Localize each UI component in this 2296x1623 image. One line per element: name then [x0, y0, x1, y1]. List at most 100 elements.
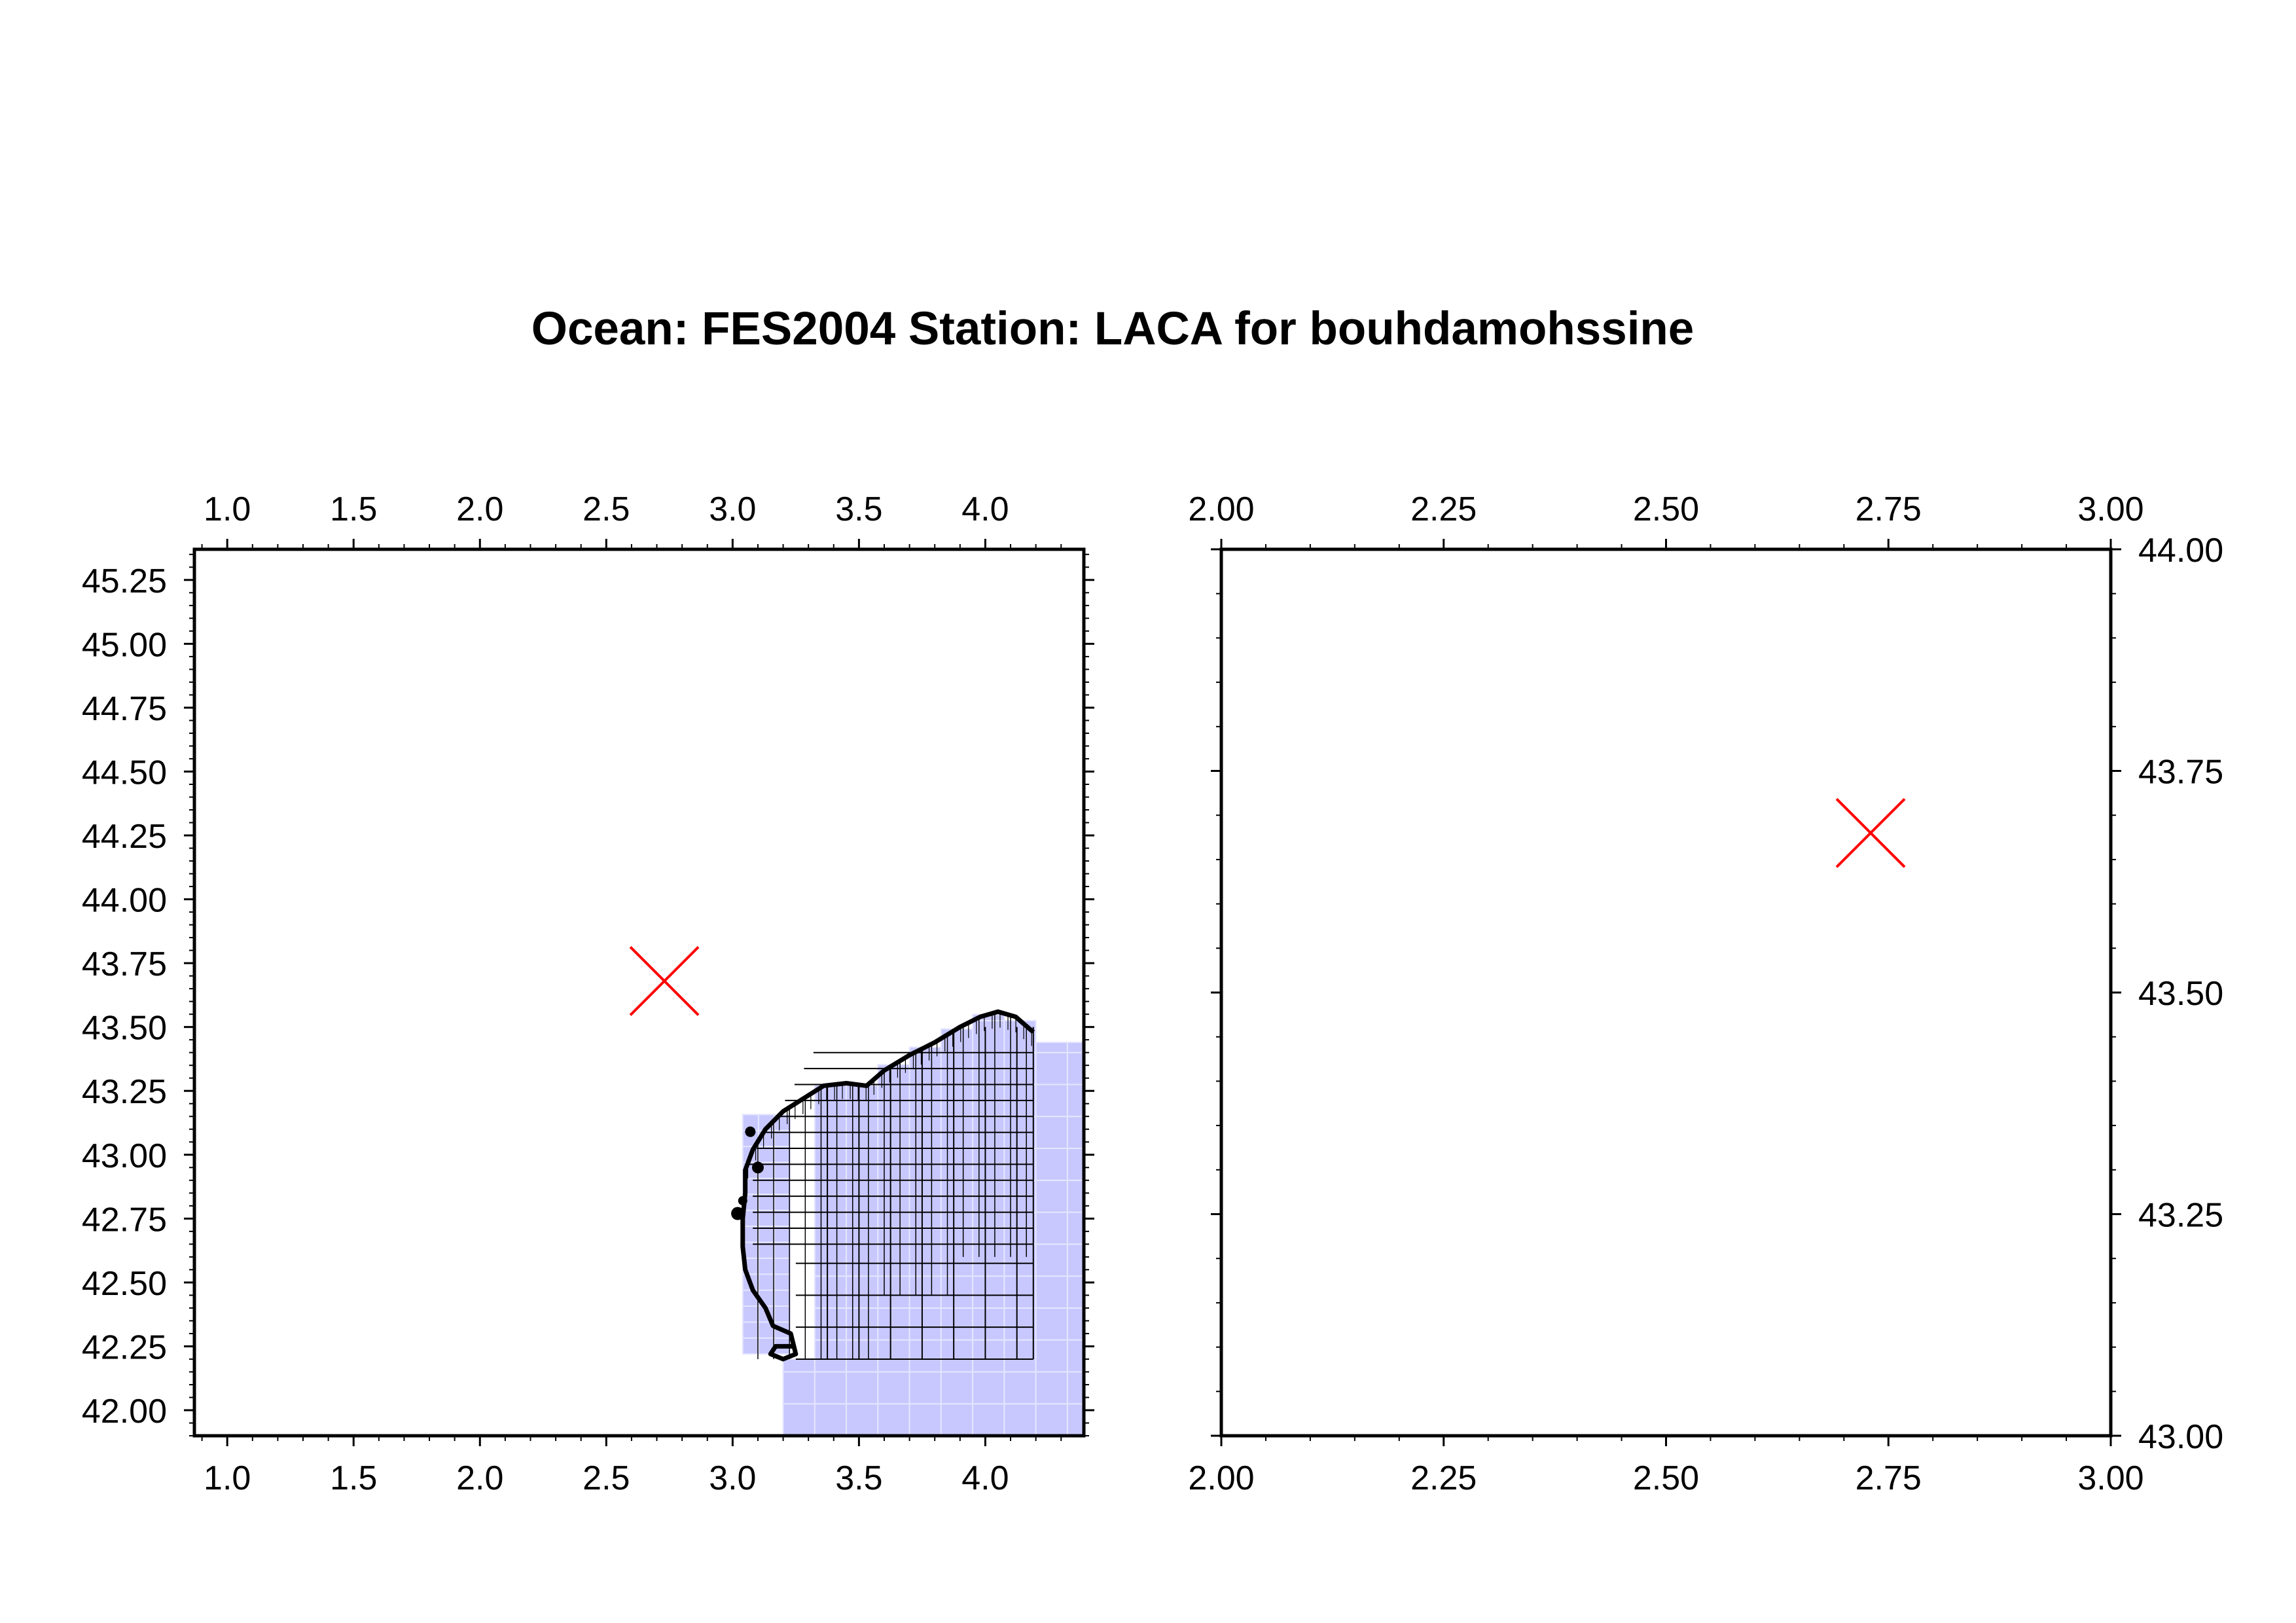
ocean-model-cell [940, 1028, 974, 1053]
ocean-model-cell [940, 1307, 974, 1341]
x-tick-label-top: 2.75 [1856, 490, 1922, 528]
ocean-model-cell [1066, 1211, 1085, 1245]
ocean-model-cell [877, 1243, 910, 1277]
ocean-model-cell [877, 1403, 910, 1437]
station-marker [629, 946, 700, 1016]
ocean-model-cell [1066, 1148, 1085, 1181]
x-tick-label-top: 3.00 [2077, 490, 2144, 528]
ocean-model-cell [782, 1403, 816, 1437]
ocean-model-cell [742, 1337, 759, 1355]
ocean-model-cell [1066, 1403, 1085, 1437]
ocean-model-cell [774, 1241, 791, 1259]
ocean-model-cell [846, 1371, 879, 1405]
ocean-model-cell [782, 1371, 816, 1405]
ocean-model-cell [1035, 1148, 1068, 1181]
y-tick-label: 42.50 [82, 1265, 167, 1303]
plot-title: Ocean: FES2004 Station: LACA for bouhdam… [531, 303, 1695, 355]
ocean-model-cell [774, 1257, 791, 1275]
ocean-model-cell [908, 1339, 942, 1373]
ocean-model-cell [1066, 1042, 1085, 1053]
y-tick-label: 43.75 [2138, 754, 2223, 792]
ocean-model-cell [814, 1403, 848, 1437]
y-tick-label: 44.25 [82, 818, 167, 856]
ocean-model-cell [1066, 1339, 1085, 1373]
ocean-model-cell [774, 1146, 791, 1163]
ocean-model-cell [814, 1275, 848, 1309]
x-tick-label-bottom: 2.75 [1856, 1459, 1922, 1497]
ocean-model-cell [1035, 1307, 1068, 1341]
ocean-model-cell [1035, 1275, 1068, 1309]
ocean-model-cell [877, 1307, 910, 1341]
ocean-model-cell [877, 1339, 910, 1373]
ocean-model-cell [908, 1243, 942, 1277]
y-tick-label: 44.00 [82, 882, 167, 920]
ocean-model-cell [1035, 1179, 1068, 1213]
ocean-model-cell [1035, 1371, 1068, 1405]
ocean-model-cell [846, 1275, 879, 1309]
ocean-model-cell [972, 1339, 1005, 1373]
ocean-model-cell [940, 1371, 974, 1405]
ocean-model-cell [908, 1307, 942, 1341]
ocean-model-cell [908, 1403, 942, 1437]
x-tick-label-bottom: 3.00 [2077, 1459, 2144, 1497]
y-tick-label: 43.00 [82, 1137, 167, 1175]
coastal-feature [745, 1126, 756, 1137]
ocean-model-cell [972, 1403, 1005, 1437]
ocean-model-mesh [747, 1012, 1034, 1360]
y-tick-label: 43.25 [2138, 1197, 2223, 1235]
ocean-model-cell [1066, 1051, 1085, 1085]
ocean-model-cell [742, 1305, 759, 1323]
ocean-model-cell [774, 1305, 791, 1323]
x-tick-label-bottom: 4.0 [961, 1459, 1009, 1497]
station-marker-stroke [629, 946, 700, 1016]
ocean-model-cell [877, 1371, 910, 1405]
x-tick-label-bottom: 2.0 [456, 1459, 503, 1497]
ocean-model-cell [1035, 1116, 1068, 1150]
ocean-model-cell [1003, 1371, 1037, 1405]
x-tick-label-bottom: 3.5 [835, 1459, 882, 1497]
ocean-model-cell [846, 1339, 879, 1373]
ocean-model-cell [757, 1257, 776, 1275]
x-tick-label-bottom: 1.5 [330, 1459, 377, 1497]
coastal-feature [751, 1161, 764, 1174]
y-tick-label: 42.75 [82, 1201, 167, 1239]
x-tick-label-top: 3.0 [709, 490, 756, 528]
overview-map-frame [192, 547, 1086, 1438]
x-tick-label-bottom: 2.5 [583, 1459, 630, 1497]
ocean-model-cell [1066, 1275, 1085, 1309]
y-tick-label: 43.50 [82, 1010, 167, 1048]
ocean-model-cell [782, 1358, 816, 1373]
x-tick-label-bottom: 1.0 [204, 1459, 251, 1497]
ocean-model-cell [1066, 1179, 1085, 1213]
ocean-model-cell [972, 1275, 1005, 1309]
x-tick-label-bottom: 2.25 [1410, 1459, 1477, 1497]
overview-map: 1.0 1.0 1.5 1.5 2.0 2.0 2.5 2.5 3.0 3.0 3.5 3.5 4.0 4… [82, 490, 1094, 1497]
ocean-model-cell [972, 1243, 1005, 1277]
ocean-model-cell [1003, 1307, 1037, 1341]
y-tick-label: 43.50 [2138, 975, 2223, 1013]
ocean-model-cell [908, 1275, 942, 1309]
ocean-model-cell [846, 1403, 879, 1437]
ocean-model-cell [940, 1339, 974, 1373]
station-marker [1835, 797, 1906, 868]
zoom-map-tick-labels: 2.00 2.00 2.25 2.25 2.50 2.50 2.75 2.75 3.00 3.00… [1188, 490, 2223, 1497]
x-tick-label-top: 4.0 [961, 490, 1009, 528]
ocean-model-cell [757, 1241, 776, 1259]
x-tick-label-top: 2.0 [456, 490, 503, 528]
ocean-model-cell [877, 1275, 910, 1309]
ocean-model-cell [972, 1371, 1005, 1405]
ocean-model-cell [814, 1307, 848, 1341]
ocean-model-cell [1035, 1243, 1068, 1277]
overview-map-ticks [184, 539, 1094, 1446]
ocean-model-cell [1066, 1084, 1085, 1118]
ocean-model-cell [940, 1243, 974, 1277]
y-tick-label: 42.25 [82, 1328, 167, 1366]
y-tick-label: 42.00 [82, 1393, 167, 1431]
x-tick-label-top: 1.5 [330, 490, 377, 528]
ocean-model-cell [1003, 1243, 1037, 1277]
coastline [731, 1009, 1035, 1362]
ocean-model-cell [757, 1273, 776, 1291]
ocean-model-cell [1066, 1116, 1085, 1150]
x-tick-label-top: 2.5 [583, 490, 630, 528]
y-tick-label: 43.75 [82, 945, 167, 983]
